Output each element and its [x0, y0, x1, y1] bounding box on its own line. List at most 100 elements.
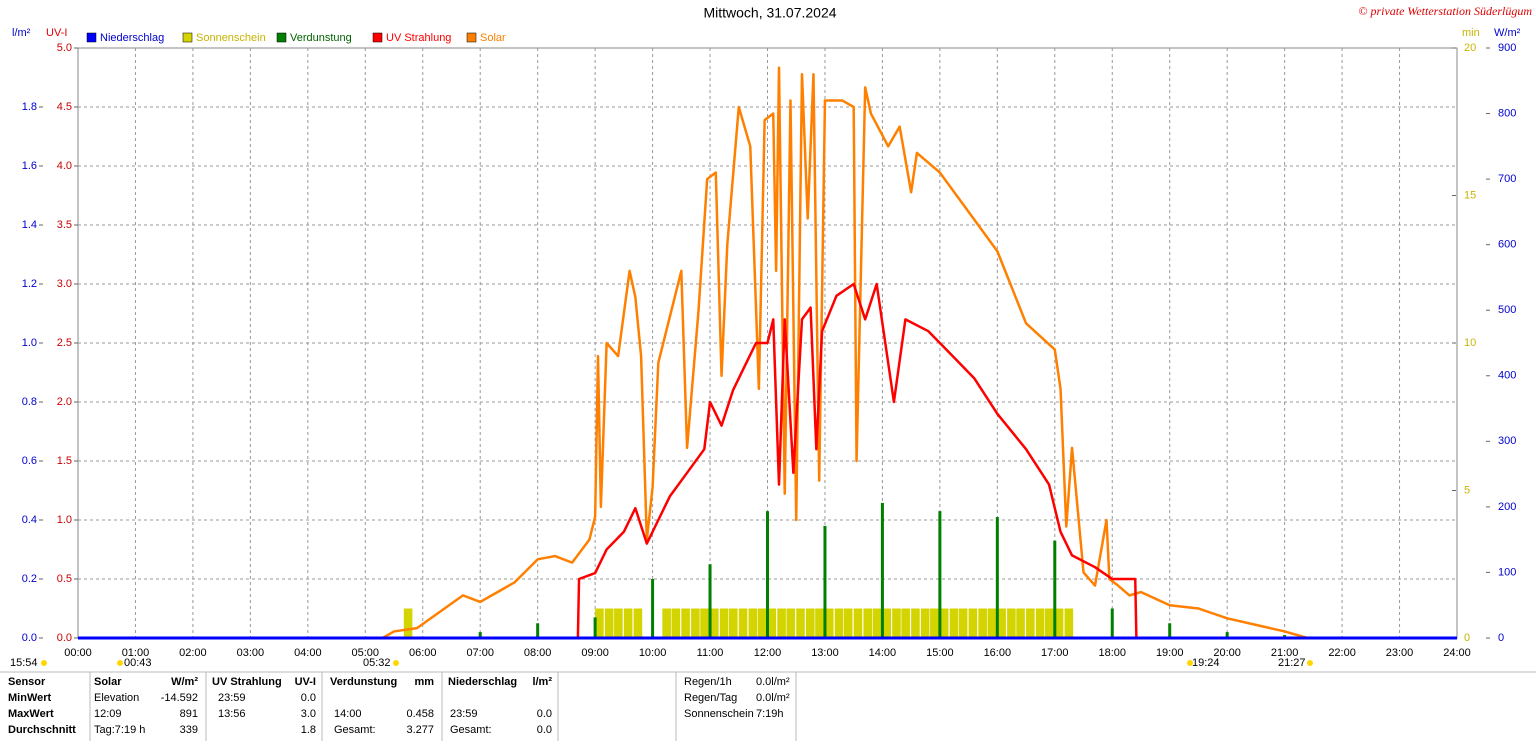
- x-tick-label: 15:00: [926, 647, 954, 659]
- evaporation-spike: [1168, 623, 1172, 638]
- evaporation-spike: [823, 525, 827, 638]
- table-cell: 12:09: [94, 708, 122, 720]
- tick-label: 3.5: [57, 219, 72, 231]
- x-tick-label: 00:00: [64, 647, 92, 659]
- tick-label: 1.4: [22, 219, 37, 231]
- evaporation-spike: [536, 623, 540, 638]
- sun-time: 05:32: [363, 657, 391, 669]
- table-cell: 0.0: [537, 708, 552, 720]
- sunshine-bar: [738, 608, 748, 638]
- info-cell: Regen/1h: [684, 676, 732, 688]
- table-cell: 891: [180, 708, 198, 720]
- sunshine-bar: [633, 608, 643, 638]
- legend-label: UV Strahlung: [386, 32, 451, 44]
- legend-swatch: [466, 32, 477, 43]
- tick-label: 600: [1498, 239, 1516, 251]
- info-cell: 0.0l/m²: [756, 692, 790, 704]
- evaporation-spike: [766, 511, 769, 638]
- table-header: UV Strahlung: [212, 676, 282, 688]
- tick-label: 0.5: [57, 573, 72, 585]
- sunshine-bar: [824, 608, 834, 638]
- tick-label: 1.0: [22, 337, 37, 349]
- legend-swatch: [372, 32, 383, 43]
- table-cell: MaxWert: [8, 708, 54, 720]
- table-cell: 0.0: [537, 724, 552, 736]
- x-tick-label: 19:00: [1156, 647, 1184, 659]
- sunshine-bar: [882, 608, 891, 638]
- table-header: Verdunstung: [330, 676, 397, 688]
- tick-label: 1.6: [22, 160, 37, 172]
- tick-label: 1.5: [57, 455, 72, 467]
- sunshine-bar: [834, 608, 844, 638]
- x-tick-label: 09:00: [581, 647, 609, 659]
- legend-label: Solar: [480, 32, 506, 44]
- sunshine-bar: [863, 608, 873, 638]
- y-axis-label: l/m²: [12, 27, 31, 39]
- table-header: Sensor: [8, 676, 46, 688]
- legend-swatch: [276, 32, 287, 43]
- sun-icon: [1187, 660, 1193, 666]
- sunshine-bar: [901, 608, 910, 638]
- sunshine-bar: [843, 608, 853, 638]
- tick-label: 0.8: [22, 396, 37, 408]
- table-cell: 1.8: [301, 724, 316, 736]
- sunshine-bar: [1016, 608, 1025, 638]
- sunshine-bar: [614, 608, 623, 638]
- uv-axis-label: UV-I: [46, 27, 67, 39]
- sunshine-bar: [853, 608, 863, 638]
- sun-time: 15:54: [10, 657, 38, 669]
- sunshine-bar: [1064, 608, 1074, 638]
- table-cell: Elevation: [94, 692, 139, 704]
- sunshine-bar: [1026, 608, 1035, 638]
- tick-label: 1.0: [57, 514, 72, 526]
- sunshine-bar: [403, 608, 413, 638]
- x-tick-label: 07:00: [466, 647, 494, 659]
- x-tick-label: 17:00: [1041, 647, 1069, 659]
- sunshine-bar: [920, 608, 930, 638]
- table-cell: 339: [180, 724, 198, 736]
- tick-label: 0: [1464, 632, 1470, 644]
- table-cell: -14.592: [161, 692, 198, 704]
- table-cell: Gesamt:: [450, 724, 492, 736]
- tick-label: 2.5: [57, 337, 72, 349]
- evaporation-spike: [593, 617, 597, 638]
- tick-label: 0.4: [22, 514, 37, 526]
- tick-label: 10: [1464, 337, 1476, 349]
- evaporation-spike: [1110, 608, 1114, 638]
- evaporation-spike: [938, 511, 942, 638]
- tick-label: 400: [1498, 370, 1516, 382]
- info-cell: Regen/Tag: [684, 692, 737, 704]
- sun-icon: [1307, 660, 1313, 666]
- sunshine-bar: [892, 608, 901, 638]
- x-tick-label: 11:00: [697, 647, 724, 659]
- sunshine-bar: [1045, 608, 1054, 638]
- table-cell: 3.0: [301, 708, 316, 720]
- tick-label: 1.2: [22, 278, 37, 290]
- x-tick-label: 18:00: [1098, 647, 1126, 659]
- x-tick-label: 21:00: [1271, 647, 1299, 659]
- sunshine-bar: [662, 608, 671, 638]
- y2-axis-label: W/m²: [1494, 27, 1521, 39]
- sunshine-bar: [729, 608, 738, 638]
- table-header: l/m²: [532, 676, 552, 688]
- sunshine-bar: [700, 608, 709, 638]
- sunshine-bar: [691, 608, 700, 638]
- sun-icon: [41, 660, 47, 666]
- tick-label: 0.6: [22, 455, 37, 467]
- x-tick-label: 03:00: [237, 647, 265, 659]
- tick-label: 100: [1498, 566, 1516, 578]
- x-tick-label: 20:00: [1213, 647, 1241, 659]
- table-cell: 0.458: [406, 708, 434, 720]
- x-tick-label: 14:00: [869, 647, 897, 659]
- copyright: © private Wetterstation Süderlügum: [1358, 4, 1532, 18]
- x-tick-label: 23:00: [1386, 647, 1414, 659]
- legend-label: Sonnenschein: [196, 32, 266, 44]
- x-tick-label: 02:00: [179, 647, 207, 659]
- sun-time: 21:27: [1278, 657, 1306, 669]
- table-cell: 3.277: [406, 724, 434, 736]
- sun-time: 19:24: [1192, 657, 1220, 669]
- evaporation-spike: [478, 632, 482, 638]
- sunshine-bar: [710, 608, 719, 638]
- table-header: Niederschlag: [448, 676, 517, 688]
